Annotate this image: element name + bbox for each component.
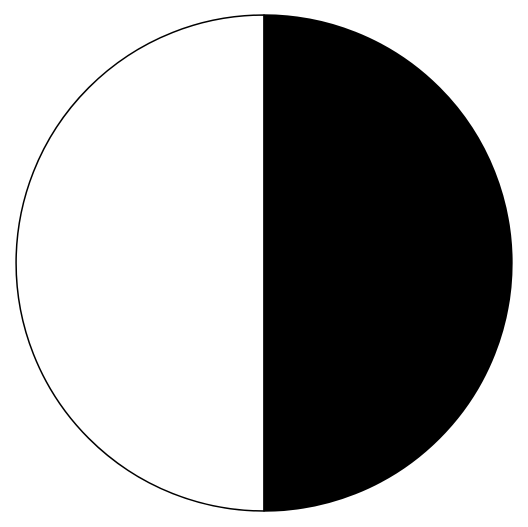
half-circle-shape [0,0,528,527]
half-circle-svg [0,0,528,527]
left-half [16,15,264,511]
right-half [264,15,512,511]
